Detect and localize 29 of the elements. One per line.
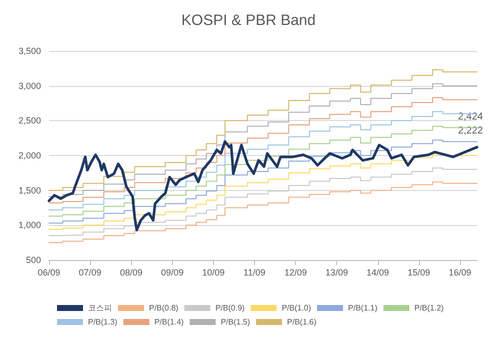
x-tick-label: 07/09 (78, 268, 102, 278)
legend-label: P/B(1.6) (287, 318, 317, 326)
x-tick-label: 10/09 (202, 268, 225, 278)
y-tick-label: 500 (26, 255, 41, 265)
y-tick-label: 3,500 (18, 46, 41, 56)
legend-label: P/B(0.8) (149, 304, 179, 312)
x-tick-label: 08/09 (120, 268, 143, 278)
x-tick-label: 06/09 (38, 268, 60, 278)
x-tick-label: 11/09 (244, 268, 266, 278)
x-tick-label: 16/09 (448, 268, 472, 278)
y-tick-label: 1,500 (18, 185, 41, 196)
y-tick-label: 3,000 (18, 80, 41, 91)
x-tick-label: 12/09 (284, 268, 307, 278)
x-tick-label: 09/09 (161, 268, 184, 278)
legend-label: P/B(1.0) (282, 304, 312, 312)
y-tick-label: 2,500 (18, 116, 41, 126)
x-tick-label: 13/09 (325, 268, 348, 278)
legend-label: P/B(1.5) (220, 318, 250, 326)
legend-label: P/B(1.4) (154, 318, 184, 326)
legend-label: P/B(1.3) (88, 318, 118, 326)
legend-label: P/B(0.9) (215, 304, 246, 312)
legend-label: P/B(1.1) (348, 304, 378, 312)
y-tick-label: 2,000 (18, 150, 41, 160)
legend-label: 코스피 (88, 304, 112, 312)
x-tick-label: 15/09 (408, 268, 430, 278)
x-tick-label: 14/09 (366, 268, 390, 278)
legend-label: P/B(1.2) (414, 304, 444, 312)
chart-title: KOSPI & PBR Band (181, 12, 316, 29)
y-tick-label: 1,000 (18, 220, 41, 230)
